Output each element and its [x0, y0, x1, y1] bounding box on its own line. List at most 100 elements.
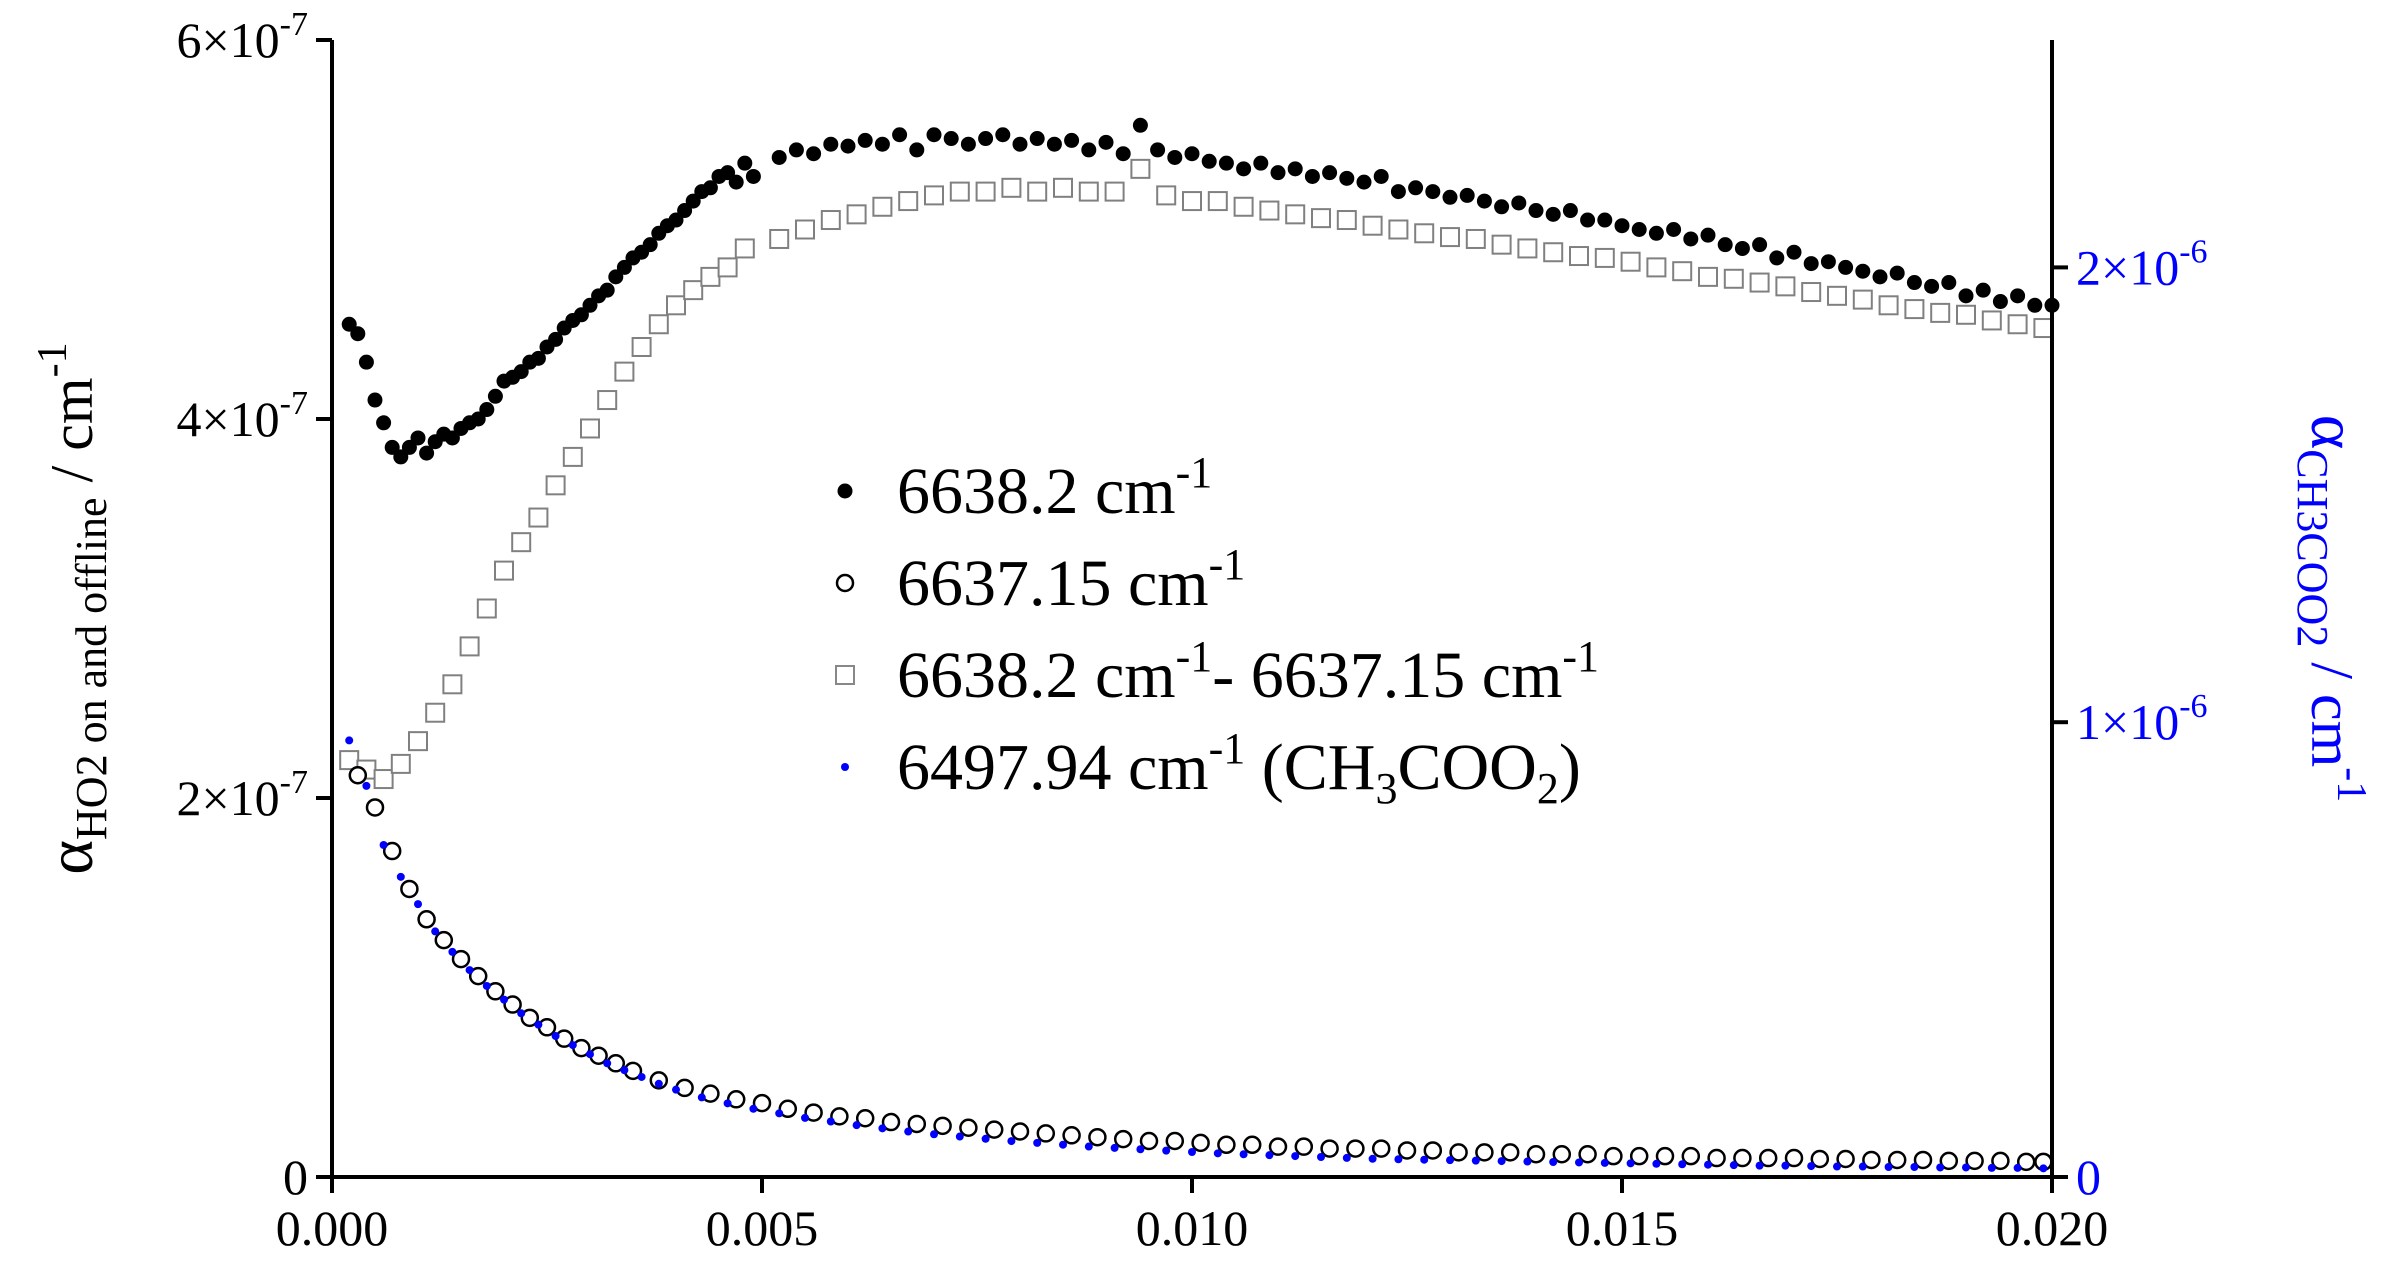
data-point [1683, 231, 1699, 247]
data-point [734, 238, 755, 259]
data-point [949, 181, 970, 202]
data-point [1631, 222, 1647, 237]
data-point [2039, 1164, 2048, 1173]
data-point [1975, 282, 1991, 298]
legend-item-3: 6638.2 cm-1- 6637.15 cm-1 [835, 632, 1599, 712]
data-point [1397, 1141, 1417, 1160]
axis-title-subscript: CH3COO2 [2288, 449, 2337, 647]
data-point [1320, 1139, 1339, 1158]
legend-item-4: 6497.94 cm-1 (CH3COO2) [841, 724, 1581, 813]
data-point [1029, 131, 1045, 147]
y-right-tick-label: 0 [2076, 1149, 2101, 1205]
data-point [1700, 227, 1716, 243]
data-point [1236, 161, 1252, 177]
data-point [995, 127, 1011, 143]
data-point [648, 314, 669, 335]
data-point [401, 439, 417, 455]
data-point [1862, 1150, 1881, 1170]
data-point [840, 138, 856, 154]
data-point [390, 753, 411, 774]
data-point [1253, 155, 1269, 171]
data-point [1578, 1145, 1597, 1164]
data-point [2010, 288, 2026, 304]
data-point [597, 390, 618, 411]
data-point [417, 910, 436, 929]
data-point [1342, 1153, 1351, 1162]
legend-text-part: -1 [1209, 540, 1246, 589]
data-point [603, 1059, 612, 1068]
tick-mantissa: 0 [283, 1149, 308, 1205]
legend-marker [841, 763, 849, 771]
data-point [1311, 208, 1331, 229]
data-point [620, 1066, 629, 1075]
legend-item-1: 6638.2 cm-1 [837, 448, 1212, 528]
data-point [1291, 1152, 1300, 1161]
data-point [697, 1093, 706, 1102]
tick-exponent: -6 [2179, 233, 2207, 270]
data-point [933, 1116, 952, 1136]
data-point [1156, 185, 1177, 206]
data-point [1165, 1131, 1185, 1151]
data-point [1707, 1148, 1726, 1168]
data-point [1471, 1156, 1480, 1165]
data-point [1991, 1151, 2010, 1171]
data-point [350, 326, 366, 342]
data-point [1749, 272, 1770, 293]
data-point [749, 1104, 758, 1113]
data-point [1491, 234, 1512, 255]
data-point [476, 598, 497, 619]
data-point [365, 798, 385, 817]
data-point [795, 219, 815, 240]
data-point [637, 1072, 646, 1081]
data-point [1752, 237, 1768, 253]
data-point [1270, 165, 1286, 181]
tick-exponent: -6 [2179, 688, 2207, 725]
data-point [1681, 1146, 1701, 1166]
data-point [582, 297, 598, 313]
data-point [479, 402, 495, 418]
data-point [1465, 228, 1486, 249]
data-point [1836, 1149, 1855, 1169]
data-point [1733, 1148, 1752, 1168]
data-point [1265, 1151, 1274, 1160]
data-point [801, 1113, 809, 1122]
axis-title-symbol: α [2297, 415, 2370, 450]
data-point [775, 1109, 784, 1118]
data-point [1440, 227, 1460, 248]
data-point [1494, 199, 1510, 215]
x-tick-label: 0.015 [1566, 1200, 1679, 1256]
data-point [1827, 285, 1847, 306]
data-point [1987, 1163, 1996, 1172]
legend-text-part: 3 [1375, 764, 1397, 813]
data-point [1941, 275, 1957, 291]
data-point [1646, 257, 1667, 278]
data-point [1965, 1151, 1984, 1171]
data-point [1449, 1143, 1468, 1162]
data-point [1110, 1143, 1119, 1152]
data-point [1084, 1142, 1093, 1151]
data-point [459, 636, 480, 657]
data-point [616, 259, 632, 275]
legend-label: 6497.94 cm-1 (CH3COO2) [897, 724, 1581, 813]
data-point [1904, 299, 1925, 320]
data-point [1408, 180, 1424, 196]
data-point [562, 446, 583, 467]
data-point [520, 1008, 540, 1028]
data-point [1887, 1150, 1907, 1170]
data-point [737, 155, 753, 171]
data-point [1423, 1141, 1443, 1160]
y-right-tick-label: 1×10-6 [2076, 688, 2208, 750]
data-point [846, 204, 867, 225]
data-point [1259, 200, 1280, 221]
data-point [769, 228, 790, 249]
data-point [451, 949, 471, 969]
data-point [1368, 1154, 1377, 1163]
data-point [1549, 1157, 1558, 1166]
data-point [981, 1134, 990, 1143]
legend-text-part: 6638.2 cm [897, 639, 1176, 712]
legend-marker [835, 573, 855, 593]
data-point [1218, 155, 1234, 171]
data-point [778, 1099, 798, 1119]
